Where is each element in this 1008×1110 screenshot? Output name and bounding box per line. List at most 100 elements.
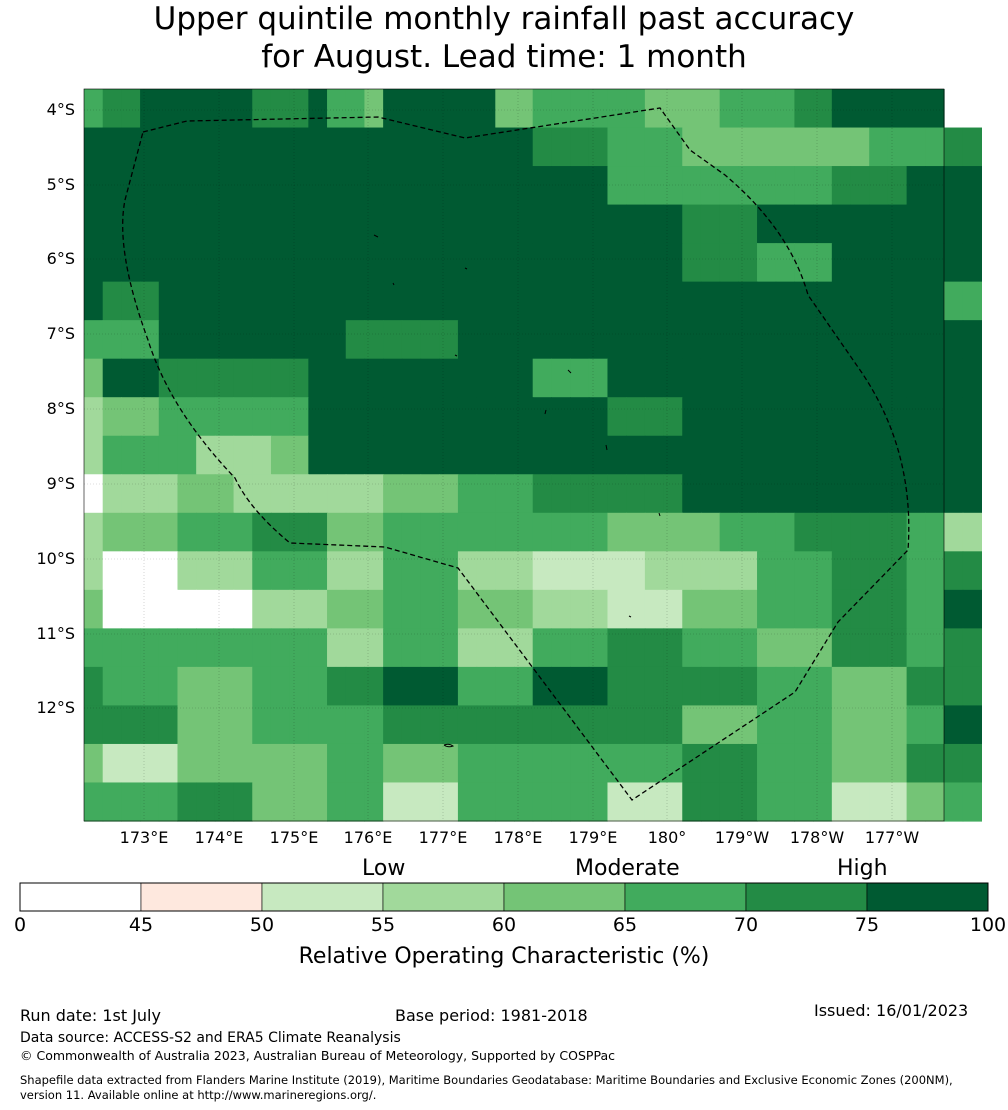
grid-cell [84, 743, 104, 784]
grid-cell [214, 589, 235, 629]
grid-cell [177, 204, 197, 244]
grid-cell [457, 743, 478, 784]
grid-cell [831, 435, 852, 475]
grid-cell [345, 281, 366, 321]
grid-cell [514, 243, 534, 283]
grid-cell [364, 743, 384, 784]
grid-cell [289, 204, 309, 244]
grid-cell [532, 320, 552, 360]
grid-cell [383, 281, 403, 321]
grid-cell [196, 281, 216, 321]
grid-cell [663, 166, 683, 206]
grid-cell [944, 705, 964, 745]
grid-cell [383, 127, 403, 167]
grid-cell [495, 512, 515, 552]
grid-cell [813, 474, 833, 514]
grid-cell [401, 474, 422, 514]
grid-cell [607, 435, 627, 475]
grid-cell [757, 628, 777, 668]
grid-cell [495, 628, 515, 668]
grid-cell [626, 628, 646, 668]
grid-cell [214, 435, 235, 475]
grid-cell [439, 782, 459, 822]
grid-cell [140, 281, 160, 321]
grid-cell [551, 281, 571, 321]
grid-cell [420, 743, 440, 784]
grid-cell [831, 281, 852, 321]
grid-cell [270, 166, 291, 206]
grid-cell [607, 474, 627, 514]
grid-cell [962, 782, 982, 822]
grid-cell [476, 358, 496, 398]
grid-cell [514, 320, 534, 360]
grid-cell [289, 243, 309, 283]
grid-cell [177, 512, 197, 552]
grid-cell [476, 89, 496, 129]
grid-cell [158, 166, 179, 206]
grid-cell [196, 589, 216, 629]
grid-cell [514, 551, 534, 591]
eez-boundary [122, 107, 910, 801]
grid-cell [327, 320, 347, 360]
grid-cell [514, 281, 534, 321]
grid-cell [345, 166, 366, 206]
grid-cell [626, 782, 646, 822]
grid-cell [364, 551, 384, 591]
grid-cell [289, 628, 309, 668]
grid-cell [327, 589, 347, 629]
grid-cell [869, 166, 889, 206]
longitude-label: 177°W [864, 828, 920, 847]
grid-cell [906, 474, 926, 514]
grid-cell [925, 628, 945, 668]
grid-cell [439, 435, 459, 475]
grid-cell [682, 743, 702, 784]
grid-cell [607, 705, 627, 745]
grid-cell [794, 628, 814, 668]
grid-cell [813, 551, 833, 591]
grid-cell [925, 243, 945, 283]
longitude-label: 179°W [714, 828, 770, 847]
grid-cell [214, 628, 235, 668]
grid-cell [383, 628, 403, 668]
colorbar-segment [866, 882, 989, 912]
grid-cell [738, 397, 758, 437]
shapefile-credit-line-1: Shapefile data extracted from Flanders M… [20, 1073, 953, 1087]
grid-cell [962, 628, 982, 668]
grid-cell [233, 782, 253, 822]
grid-cell [738, 782, 758, 822]
grid-cell [383, 474, 403, 514]
grid-cell [140, 705, 160, 745]
grid-cell [682, 435, 702, 475]
grid-cell [607, 589, 627, 629]
grid-cell [738, 705, 758, 745]
grid-cell [308, 358, 328, 398]
grid-cell [158, 204, 179, 244]
grid-cell [514, 512, 534, 552]
grid-cell [102, 666, 122, 707]
grid-cell [102, 589, 122, 629]
grid-cell [757, 551, 777, 591]
grid-cell [439, 743, 459, 784]
grid-cell [270, 243, 291, 283]
grid-cell [495, 551, 515, 591]
grid-cell [682, 127, 702, 167]
grid-cell [121, 320, 141, 360]
grid-cell [607, 628, 627, 668]
grid-cell [775, 666, 796, 707]
grid-cell [327, 166, 347, 206]
grid-cell [551, 204, 571, 244]
grid-cell [906, 512, 926, 552]
grid-cell [775, 705, 796, 745]
grid-cell [570, 782, 590, 822]
grid-cell [214, 89, 235, 129]
grid-cell [383, 166, 403, 206]
grid-cell [196, 204, 216, 244]
grid-cell [607, 204, 627, 244]
grid-cell [831, 743, 852, 784]
grid-cell [738, 281, 758, 321]
grid-cell [738, 127, 758, 167]
colorbar-segment [261, 882, 384, 912]
grid-cell [420, 243, 440, 283]
grid-cell [906, 705, 926, 745]
grid-cell [700, 782, 721, 822]
